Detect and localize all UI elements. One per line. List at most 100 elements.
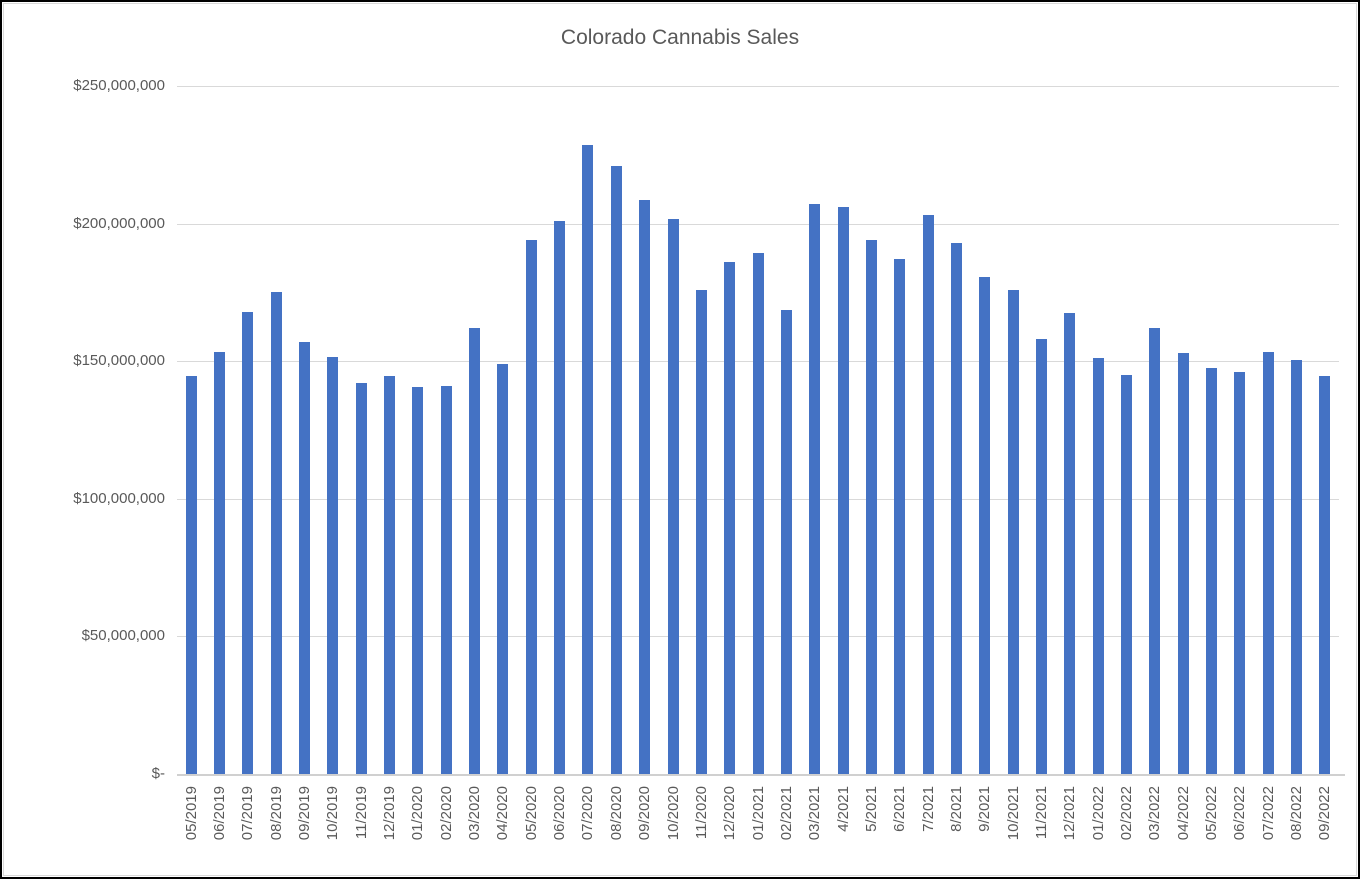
x-tick-label: 10/2019 bbox=[324, 786, 342, 841]
bar-06/2022 bbox=[1234, 372, 1246, 774]
x-tick-label: 7/2021 bbox=[919, 786, 937, 832]
bar-cell-7/2021 bbox=[914, 86, 942, 774]
bar-02/2020 bbox=[440, 385, 452, 774]
bar-02/2021 bbox=[780, 310, 792, 774]
x-label-cell: 11/2021 bbox=[1027, 786, 1055, 876]
x-label-cell: 07/2019 bbox=[234, 786, 262, 876]
x-label-cell: 02/2020 bbox=[432, 786, 460, 876]
x-tick-label: 02/2020 bbox=[437, 786, 455, 841]
x-tick-label: 08/2022 bbox=[1288, 786, 1306, 841]
x-label-cell: 08/2019 bbox=[262, 786, 290, 876]
x-label-cell: 7/2021 bbox=[914, 786, 942, 876]
bar-cell-12/2019 bbox=[375, 86, 403, 774]
bar-09/2020 bbox=[639, 200, 651, 774]
y-tick-label: $50,000,000 bbox=[81, 627, 165, 645]
bar-03/2020 bbox=[469, 328, 481, 774]
x-tick-label: 11/2019 bbox=[352, 786, 370, 840]
bar-cell-07/2020 bbox=[574, 86, 602, 774]
x-label-cell: 03/2020 bbox=[460, 786, 488, 876]
bar-cell-01/2020 bbox=[404, 86, 432, 774]
bar-series bbox=[177, 86, 1339, 774]
bar-7/2021 bbox=[922, 215, 934, 774]
bar-03/2021 bbox=[809, 204, 821, 774]
x-tick-label: 12/2021 bbox=[1061, 786, 1079, 841]
bar-07/2019 bbox=[242, 311, 254, 774]
bar-01/2020 bbox=[412, 387, 424, 774]
bar-01/2021 bbox=[752, 252, 764, 774]
x-label-cell: 4/2021 bbox=[829, 786, 857, 876]
x-label-cell: 05/2020 bbox=[517, 786, 545, 876]
x-tick-label: 12/2020 bbox=[721, 786, 739, 841]
x-label-cell: 07/2022 bbox=[1254, 786, 1282, 876]
y-tick-label: $100,000,000 bbox=[73, 489, 165, 507]
x-label-cell: 8/2021 bbox=[942, 786, 970, 876]
x-label-cell: 02/2022 bbox=[1112, 786, 1140, 876]
x-tick-label: 05/2022 bbox=[1203, 786, 1221, 841]
x-label-cell: 09/2019 bbox=[290, 786, 318, 876]
bar-cell-08/2022 bbox=[1282, 86, 1310, 774]
bar-11/2020 bbox=[695, 289, 707, 774]
bar-cell-11/2019 bbox=[347, 86, 375, 774]
bar-05/2022 bbox=[1206, 368, 1218, 774]
bar-cell-12/2020 bbox=[716, 86, 744, 774]
bar-cell-8/2021 bbox=[942, 86, 970, 774]
x-tick-label: 03/2020 bbox=[466, 786, 484, 841]
bar-6/2021 bbox=[894, 259, 906, 774]
x-tick-label: 01/2020 bbox=[409, 786, 427, 841]
bar-cell-10/2019 bbox=[319, 86, 347, 774]
bar-8/2021 bbox=[950, 242, 962, 774]
x-tick-label: 01/2022 bbox=[1089, 786, 1107, 841]
x-label-cell: 01/2020 bbox=[404, 786, 432, 876]
x-tick-label: 07/2019 bbox=[239, 786, 257, 841]
x-tick-label: 5/2021 bbox=[862, 786, 880, 832]
bar-cell-09/2022 bbox=[1311, 86, 1339, 774]
x-label-cell: 11/2020 bbox=[687, 786, 715, 876]
bar-9/2021 bbox=[979, 277, 991, 774]
bar-cell-12/2021 bbox=[1056, 86, 1084, 774]
bar-cell-10/2021 bbox=[999, 86, 1027, 774]
bar-cell-06/2020 bbox=[545, 86, 573, 774]
x-label-cell: 12/2021 bbox=[1056, 786, 1084, 876]
bar-10/2020 bbox=[667, 219, 679, 774]
bar-cell-07/2022 bbox=[1254, 86, 1282, 774]
bar-01/2022 bbox=[1092, 358, 1104, 774]
x-tick-label: 03/2021 bbox=[806, 786, 824, 841]
x-tick-label: 09/2022 bbox=[1316, 786, 1334, 841]
bar-12/2019 bbox=[384, 376, 396, 774]
bar-cell-08/2019 bbox=[262, 86, 290, 774]
x-tick-label: 07/2022 bbox=[1259, 786, 1277, 841]
bar-02/2022 bbox=[1121, 374, 1133, 774]
bar-07/2020 bbox=[582, 145, 594, 774]
chart-title: Colorado Cannabis Sales bbox=[560, 26, 800, 49]
x-tick-label: 05/2020 bbox=[522, 786, 540, 841]
x-label-cell: 11/2019 bbox=[347, 786, 375, 876]
bar-cell-9/2021 bbox=[971, 86, 999, 774]
bar-12/2020 bbox=[724, 262, 736, 774]
bar-05/2019 bbox=[185, 376, 197, 774]
bar-10/2021 bbox=[1007, 289, 1019, 774]
bar-11/2021 bbox=[1035, 339, 1047, 774]
x-tick-label: 11/2021 bbox=[1032, 786, 1050, 840]
x-tick-label: 11/2020 bbox=[692, 786, 710, 840]
bar-09/2019 bbox=[299, 341, 311, 774]
x-label-cell: 08/2020 bbox=[602, 786, 630, 876]
x-tick-label: 02/2022 bbox=[1118, 786, 1136, 841]
x-label-cell: 03/2021 bbox=[801, 786, 829, 876]
bar-cell-01/2022 bbox=[1084, 86, 1112, 774]
x-tick-label: 12/2019 bbox=[381, 786, 399, 841]
bar-cell-05/2022 bbox=[1197, 86, 1225, 774]
x-tick-label: 01/2021 bbox=[749, 786, 767, 841]
x-tick-label: 8/2021 bbox=[947, 786, 965, 832]
x-tick-label: 10/2021 bbox=[1004, 786, 1022, 841]
x-tick-label: 05/2019 bbox=[182, 786, 200, 841]
y-tick-label: $- bbox=[151, 765, 165, 782]
bar-cell-02/2022 bbox=[1112, 86, 1140, 774]
gridline bbox=[177, 223, 1339, 225]
x-tick-label: 08/2019 bbox=[267, 786, 285, 841]
x-label-cell: 09/2022 bbox=[1311, 786, 1339, 876]
bar-06/2020 bbox=[554, 220, 566, 774]
x-label-cell: 6/2021 bbox=[886, 786, 914, 876]
bar-05/2020 bbox=[525, 240, 537, 774]
bar-cell-04/2020 bbox=[489, 86, 517, 774]
